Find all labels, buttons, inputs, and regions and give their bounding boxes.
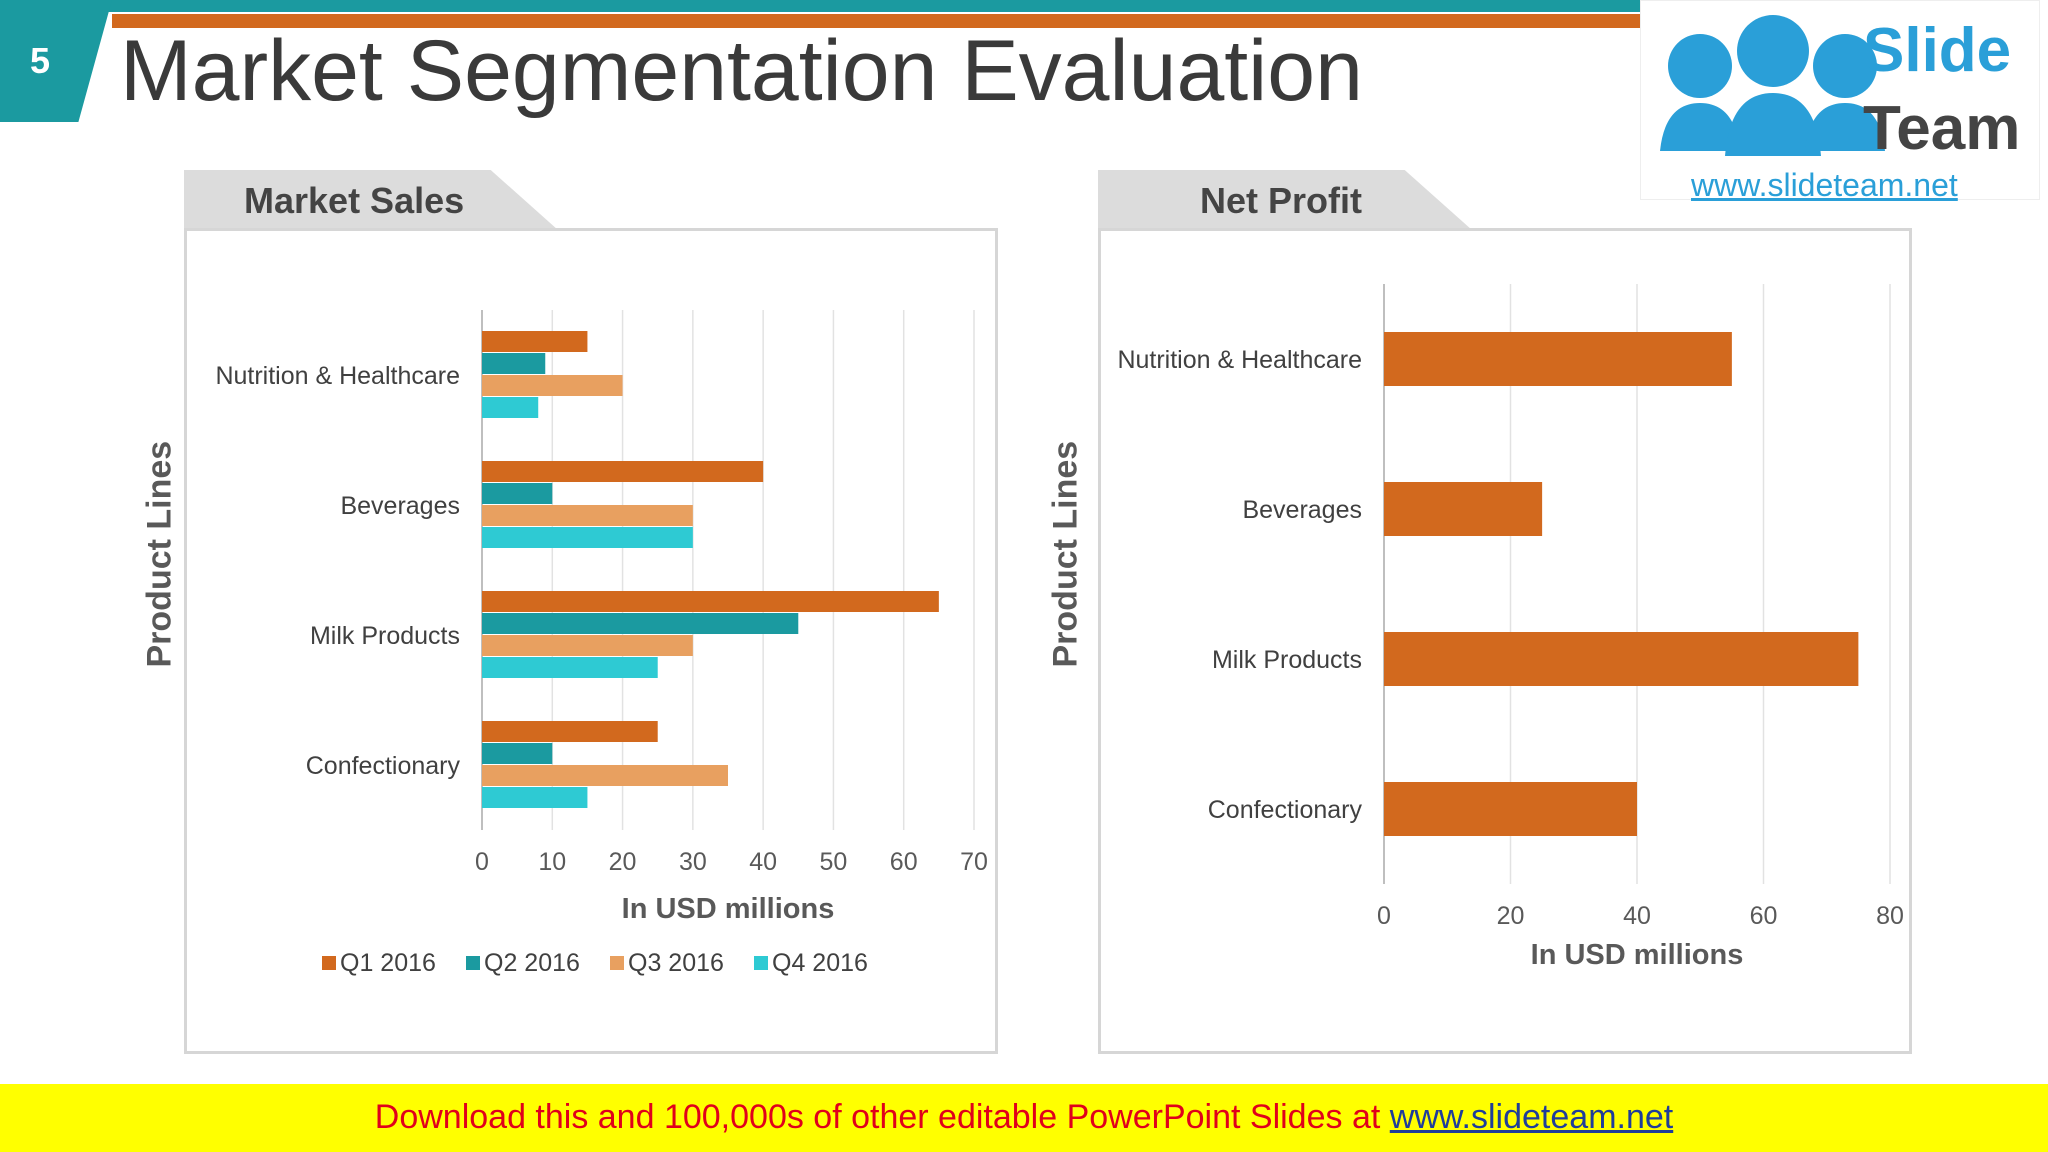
x-tick-label: 60 (890, 848, 918, 876)
x-tick-label: 30 (679, 848, 707, 876)
logo-slide-text: Slide (1863, 16, 2012, 85)
footer-link[interactable]: www.slideteam.net (1389, 1098, 1674, 1136)
bar-q3-2016-beverages (482, 505, 693, 526)
net-profit-tab: Net Profit (1098, 170, 1472, 230)
market-sales-tab: Market Sales (184, 170, 558, 230)
net-profit-chart: 0 20 40 60 80 Nutrition & Healthcare Beverages… (1117, 284, 1904, 971)
bar-q3-2016-nutrition-healthcare (482, 375, 623, 396)
legend-label-q2-2016: Q2 2016 (484, 949, 580, 977)
people-icon (1660, 15, 1885, 156)
slide-number: 5 (30, 40, 51, 81)
x-tick-label: 70 (960, 848, 988, 876)
x-tick-label: 20 (1497, 902, 1525, 930)
market-sales-title: Market Sales (244, 180, 465, 221)
bar-q1-2016-beverages (482, 461, 764, 482)
legend-swatch-q4-2016 (754, 956, 768, 970)
category-label: Milk Products (1212, 646, 1362, 674)
legend-swatch-q1-2016 (322, 956, 336, 970)
category-label: Beverages (1242, 496, 1362, 524)
bar-milk-products (1384, 632, 1859, 686)
net-profit-ylabel: Product Lines (1046, 440, 1085, 668)
legend-label-q3-2016: Q3 2016 (628, 949, 724, 977)
x-tick-label: 60 (1750, 902, 1778, 930)
footer-text: Download this and 100,000s of other edit… (0, 1098, 2048, 1137)
bar-q4-2016-confectionary (482, 787, 588, 808)
category-label: Milk Products (310, 622, 460, 650)
slideteam-logo[interactable]: Slide Team www.slideteam.net (1640, 0, 2040, 203)
legend-swatch-q3-2016 (610, 956, 624, 970)
category-label: Nutrition & Healthcare (215, 362, 460, 390)
market-sales-ylabel: Product Lines (140, 440, 179, 668)
market-sales-chart: 0 10 20 30 40 50 60 70 Nutrition & Healthcare Bev… (215, 310, 988, 977)
legend-label-q4-2016: Q4 2016 (772, 949, 868, 977)
top-teal-bar (0, 0, 1640, 12)
category-label: Beverages (340, 492, 460, 520)
bar-beverages (1384, 482, 1543, 536)
bar-q2-2016-milk-products (482, 613, 799, 634)
x-tick-label: 50 (820, 848, 848, 876)
slide-title: Market Segmentation Evaluation (120, 23, 1363, 119)
bar-q3-2016-milk-products (482, 635, 693, 656)
logo-url-link[interactable]: www.slideteam.net (1691, 167, 1958, 203)
bar-q2-2016-beverages (482, 483, 553, 504)
bar-q1-2016-nutrition-healthcare (482, 331, 588, 352)
legend-swatch-q2-2016 (466, 956, 480, 970)
logo-team-text: Team (1863, 94, 2021, 163)
x-axis-title: In USD millions (1531, 939, 1744, 971)
x-tick-label: 40 (749, 848, 777, 876)
bar-q3-2016-confectionary (482, 765, 728, 786)
bar-confectionary (1384, 782, 1637, 836)
x-tick-label: 20 (609, 848, 637, 876)
bar-nutrition-healthcare (1384, 332, 1732, 386)
bar-q1-2016-confectionary (482, 721, 658, 742)
bar-q4-2016-milk-products (482, 657, 658, 678)
x-tick-label: 40 (1623, 902, 1651, 930)
legend-label-q1-2016: Q1 2016 (340, 949, 436, 977)
category-label: Confectionary (306, 752, 461, 780)
x-tick-label: 0 (1377, 902, 1391, 930)
net-profit-title: Net Profit (1200, 180, 1362, 221)
footer-message: Download this and 100,000s of other edit… (374, 1098, 1390, 1136)
x-tick-label: 0 (475, 848, 489, 876)
bar-q2-2016-confectionary (482, 743, 553, 764)
bar-q4-2016-nutrition-healthcare (482, 397, 539, 418)
x-tick-label: 10 (538, 848, 566, 876)
footer-banner: Download this and 100,000s of other edit… (0, 1084, 2048, 1152)
bar-q2-2016-nutrition-healthcare (482, 353, 546, 374)
slide-number-box (0, 0, 112, 122)
bar-q1-2016-milk-products (482, 591, 939, 612)
category-label: Nutrition & Healthcare (1117, 346, 1362, 374)
x-axis-title: In USD millions (622, 893, 835, 925)
category-label: Confectionary (1208, 796, 1363, 824)
top-orange-bar (112, 14, 1640, 28)
x-tick-label: 80 (1876, 902, 1904, 930)
bar-q4-2016-beverages (482, 527, 693, 548)
